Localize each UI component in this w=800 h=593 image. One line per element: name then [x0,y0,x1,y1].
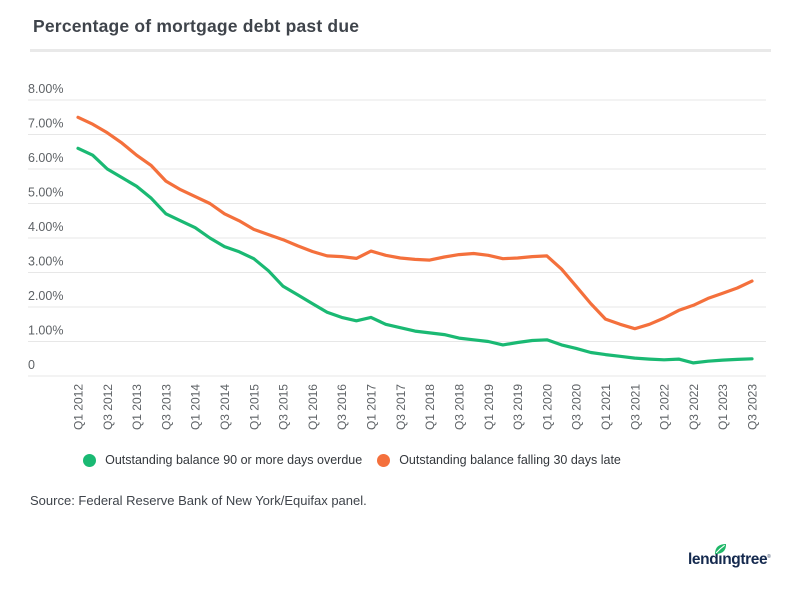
x-tick-label: Q3 2016 [335,384,349,430]
x-tick-label: Q1 2020 [540,384,554,430]
x-tick-label: Q3 2020 [570,384,584,430]
y-tick-label: 1.00% [28,324,63,338]
legend-item-90-days-overdue[interactable]: Outstanding balance 90 or more days over… [83,453,362,467]
y-tick-label: 3.00% [28,255,63,269]
source-note: Source: Federal Reserve Bank of New York… [30,493,367,508]
x-tick-label: Q1 2018 [423,384,437,430]
x-tick-label: Q1 2016 [306,384,320,430]
x-tick-label: Q1 2019 [482,384,496,430]
x-tick-label: Q3 2022 [687,384,701,430]
y-tick-label: 6.00% [28,151,63,165]
x-tick-label: Q3 2021 [628,384,642,430]
legend-item-30-days-late[interactable]: Outstanding balance falling 30 days late [377,453,621,467]
legend-dot-orange-icon [377,453,391,467]
y-tick-label: 4.00% [28,220,63,234]
chart-legend: Outstanding balance 90 or more days over… [0,453,800,467]
leaf-icon [715,544,727,554]
logo-text-lend: lend [688,551,719,568]
y-tick-label: 8.00% [28,82,63,96]
x-tick-label: Q1 2022 [658,384,672,430]
y-tick-label: 7.00% [28,117,63,131]
legend-label-30-days-late: Outstanding balance falling 30 days late [399,453,621,467]
lendingtree-logo: lend ıngtree® [688,544,771,569]
series-line-30-days-late[interactable] [76,115,754,331]
series-line-90-days-overdue[interactable] [76,146,754,365]
y-tick-label: 0 [28,358,35,372]
y-tick-label: 2.00% [28,289,63,303]
x-tick-label: Q1 2012 [72,384,86,430]
x-tick-label: Q3 2014 [218,384,232,430]
x-tick-label: Q3 2019 [511,384,525,430]
x-tick-label: Q1 2021 [599,384,613,430]
title-divider [30,49,771,52]
x-tick-label: Q3 2023 [746,384,760,430]
x-tick-label: Q1 2015 [247,384,261,430]
logo-text-ngtree: ngtree [722,551,768,568]
x-tick-label: Q1 2014 [189,384,203,430]
chart-title: Percentage of mortgage debt past due [33,16,360,36]
x-tick-label: Q1 2023 [716,384,730,430]
y-tick-label: 5.00% [28,186,63,200]
legend-dot-green-icon [83,453,97,467]
x-tick-label: Q1 2013 [130,384,144,430]
x-tick-label: Q3 2017 [394,384,408,430]
logo-text-i: ı [715,544,727,569]
x-tick-label: Q3 2018 [452,384,466,430]
x-tick-label: Q3 2012 [101,384,115,430]
x-tick-label: Q3 2015 [277,384,291,430]
x-tick-label: Q1 2017 [365,384,379,430]
registered-mark: ® [767,553,771,560]
legend-label-90-days-overdue: Outstanding balance 90 or more days over… [105,453,363,467]
x-tick-label: Q3 2013 [159,384,173,430]
